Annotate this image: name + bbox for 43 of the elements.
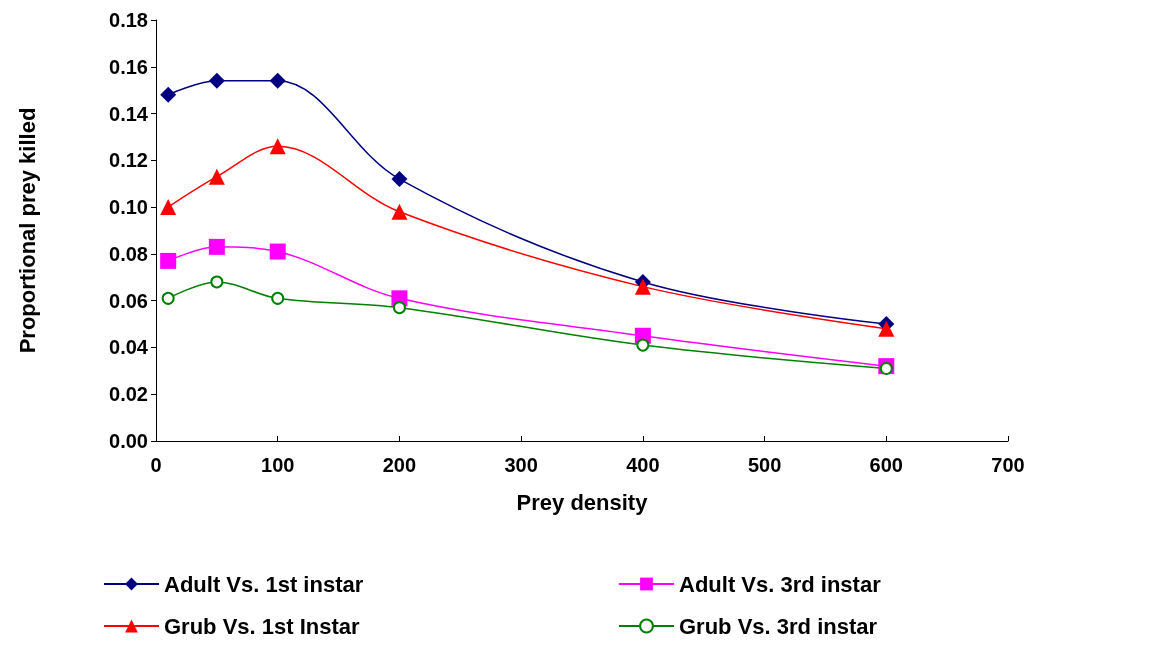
legend-label: Adult Vs. 1st instar: [164, 571, 364, 597]
point: [161, 291, 175, 305]
point: [391, 203, 408, 220]
y-tick-label: 0.02: [109, 383, 148, 406]
point: [160, 199, 177, 216]
y-tick-label: 0.12: [109, 149, 148, 172]
x-tick-label: 0: [150, 454, 162, 476]
x-tick-label: 400: [626, 454, 660, 476]
y-tick-label: 0.14: [109, 102, 149, 125]
y-tick-label: 0.08: [109, 242, 148, 265]
point: [269, 72, 286, 89]
point: [634, 278, 651, 295]
point: [210, 275, 224, 289]
legend-label: Grub Vs. 1st Instar: [164, 613, 361, 639]
legend-label: Adult Vs. 3rd instar: [679, 571, 882, 597]
x-tick-label: 300: [504, 454, 538, 476]
point: [208, 168, 225, 185]
point: [160, 252, 177, 269]
point: [208, 72, 225, 89]
y-tick-label: 0.04: [109, 336, 149, 359]
y-tick-label: 0.16: [109, 55, 148, 78]
y-tick-label: 0.10: [109, 196, 148, 219]
y-axis-title: Proportional prey killed: [14, 107, 40, 354]
x-tick-label: 700: [991, 454, 1025, 476]
point: [269, 243, 286, 260]
legend-label: Grub Vs. 3rd instar: [679, 613, 878, 639]
y-tick-label: 0.18: [109, 9, 148, 31]
point: [269, 138, 286, 155]
x-tick-label: 500: [747, 454, 782, 476]
point: [878, 320, 895, 337]
point: [160, 86, 177, 103]
point: [208, 238, 225, 255]
x-tick-label: 100: [261, 454, 295, 476]
x-axis-title: Prey density: [516, 489, 649, 515]
x-tick-label: 200: [382, 454, 417, 476]
point: [391, 171, 408, 188]
point: [271, 291, 285, 305]
x-tick-label: 600: [869, 454, 903, 476]
point: [392, 301, 406, 315]
point: [879, 362, 893, 375]
point: [636, 338, 650, 352]
y-tick-label: 0.00: [109, 430, 148, 452]
y-tick-label: 0.06: [109, 289, 148, 312]
